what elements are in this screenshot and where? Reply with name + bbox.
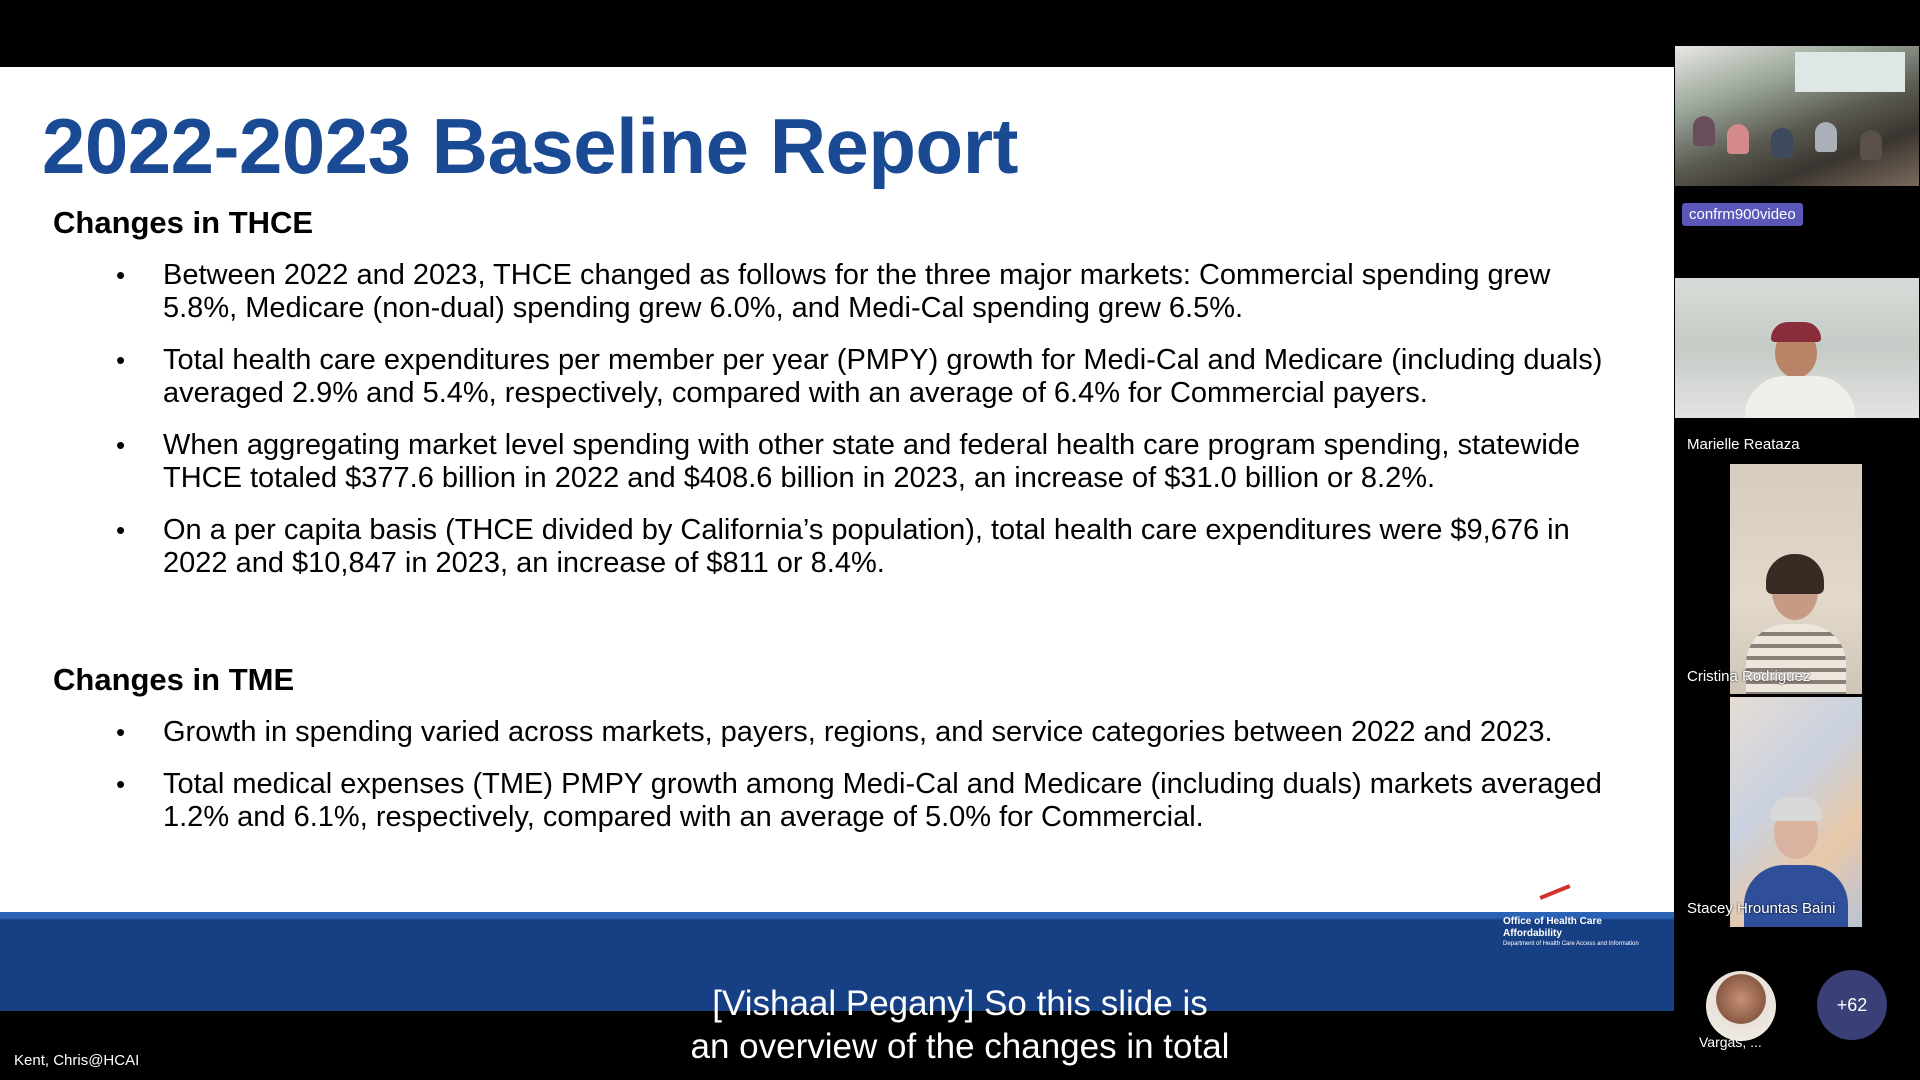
participant-body — [1746, 624, 1846, 694]
shared-slide: 2022-2023 Baseline Report Changes in THC… — [0, 67, 1674, 1011]
slide-page-number: 91 — [1447, 887, 1470, 909]
room-person — [1771, 128, 1793, 158]
room-person — [1693, 116, 1715, 146]
room-person — [1860, 130, 1882, 160]
participant-name-label: Cristina Rodriguez — [1687, 668, 1811, 685]
section-heading-tme: Changes in TME — [53, 662, 295, 697]
ohca-logo: OHCA Office of Health Care Affordability… — [1503, 866, 1655, 948]
slide-footer-bar — [0, 912, 1674, 1011]
participant-body — [1744, 865, 1848, 927]
more-participants-button[interactable]: +62 — [1817, 970, 1887, 1040]
participant-name-label: Marielle Reataza — [1687, 436, 1800, 453]
participant-headscarf — [1771, 322, 1821, 342]
tme-bullet-list: Growth in spending varied across markets… — [110, 716, 1610, 853]
logo-subtitle: Office of Health Care Affordability — [1503, 916, 1602, 939]
live-caption: [Vishaal Pegany] So this slide is an ove… — [560, 982, 1360, 1068]
slide-title: 2022-2023 Baseline Report — [42, 102, 1019, 190]
room-person — [1727, 124, 1749, 154]
participant-video-tile[interactable] — [1675, 278, 1919, 418]
participant-hair — [1770, 797, 1822, 821]
presenter-label: Kent, Chris@HCAI — [14, 1052, 140, 1069]
logo-main-text: OHCA — [1503, 866, 1649, 919]
room-person — [1815, 122, 1837, 152]
bullet-item: Total health care expenditures per membe… — [110, 344, 1610, 410]
logo-department: Department of Health Care Access and Inf… — [1503, 941, 1639, 947]
bullet-item: On a per capita basis (THCE divided by C… — [110, 514, 1610, 580]
participant-video-tile[interactable] — [1730, 464, 1862, 694]
participant-name-label: Stacey Hrountas Baini — [1687, 900, 1836, 917]
thce-bullet-list: Between 2022 and 2023, THCE changed as f… — [110, 259, 1610, 599]
participant-body — [1745, 376, 1855, 418]
caption-line: an overview of the changes in total — [690, 1027, 1230, 1066]
section-heading-thce: Changes in THCE — [53, 205, 314, 240]
participant-avatar-name: Vargas, ... — [1699, 1034, 1762, 1050]
room-window — [1795, 52, 1905, 92]
participant-name-chip: confrm900video — [1682, 203, 1803, 226]
caption-line: [Vishaal Pegany] So this slide is — [712, 984, 1208, 1023]
bullet-item: Growth in spending varied across markets… — [110, 716, 1610, 749]
participant-video-tile[interactable] — [1675, 46, 1919, 186]
participant-hair — [1766, 554, 1824, 594]
bullet-item: Between 2022 and 2023, THCE changed as f… — [110, 259, 1610, 325]
bullet-item: When aggregating market level spending w… — [110, 429, 1610, 495]
participant-video-tile[interactable] — [1730, 697, 1862, 927]
bullet-item: Total medical expenses (TME) PMPY growth… — [110, 768, 1610, 834]
participant-avatar[interactable] — [1706, 971, 1776, 1041]
